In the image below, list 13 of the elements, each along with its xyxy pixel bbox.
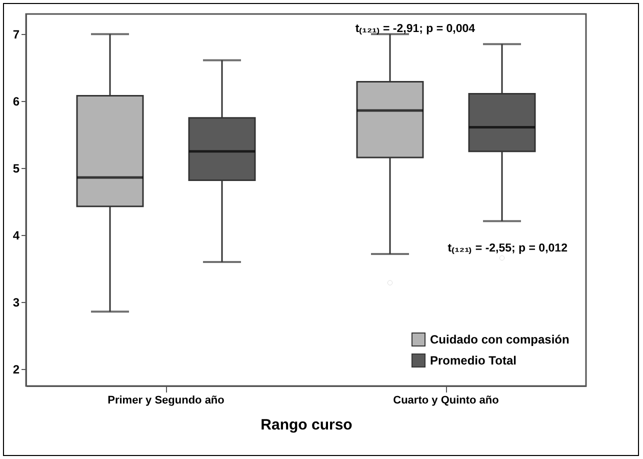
x-axis-title: Rango curso xyxy=(260,416,352,434)
y-tick-label: 3 xyxy=(12,296,20,310)
annotation: t₍₁₂₁₎ = -2,91; p = 0,004 xyxy=(355,22,476,35)
y-tick-label: 7 xyxy=(12,28,20,42)
x-tick-label: Cuarto y Quinto año xyxy=(393,394,500,406)
legend-label: Cuidado con compasión xyxy=(430,332,570,346)
y-tick-label: 2 xyxy=(12,362,20,377)
x-tick-label: Primer y Segundo año xyxy=(108,394,225,406)
legend-label: Promedio Total xyxy=(430,354,516,368)
y-tick-label: 6 xyxy=(12,94,20,109)
y-tick-label: 4 xyxy=(12,228,20,243)
y-tick-label: 5 xyxy=(12,162,20,176)
annotation: t₍₁₂₁₎ = -2,55; p = 0,012 xyxy=(448,242,568,254)
